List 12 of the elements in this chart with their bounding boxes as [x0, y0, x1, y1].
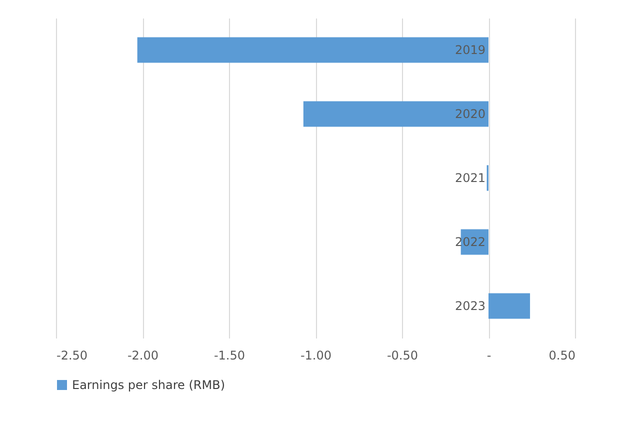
- x-tick-label: -0.50: [386, 348, 418, 362]
- x-tick-label: -2.50: [56, 348, 88, 362]
- legend-label: Earnings per share (RMB): [72, 378, 225, 392]
- x-tick-label: 0.50: [548, 348, 576, 362]
- x-tick-label: -1.50: [214, 348, 246, 362]
- y-tick-label: 2019: [454, 43, 486, 57]
- y-tick-label: 2023: [454, 299, 486, 313]
- x-tick-label: -2.00: [127, 348, 159, 362]
- y-tick-label: 2021: [454, 171, 486, 185]
- y-tick-label: 2020: [454, 107, 486, 121]
- x-tick-label: -: [486, 348, 492, 362]
- x-tick-label: -1.00: [300, 348, 332, 362]
